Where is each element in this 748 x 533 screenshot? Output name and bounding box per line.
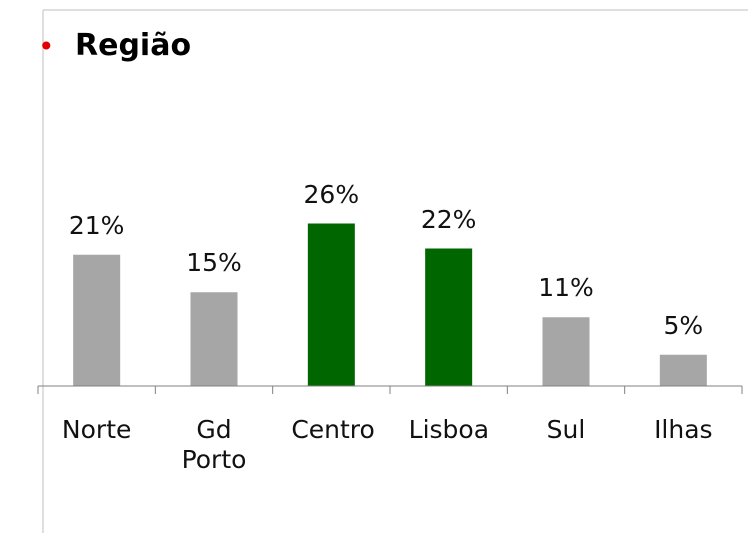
chart-title: Região [75, 28, 192, 63]
x-tick-label: Gd Porto [181, 415, 247, 474]
value-label: 11% [538, 273, 594, 303]
x-tick-label: Centro [291, 415, 375, 444]
bar [425, 248, 473, 386]
bar [542, 317, 590, 386]
value-label: 22% [420, 204, 477, 234]
bar [307, 223, 355, 386]
x-tick-label: Lisboa [408, 415, 490, 444]
x-tick-label: Ilhas [654, 415, 713, 444]
value-label: 5% [663, 310, 704, 340]
bar [190, 292, 238, 386]
bar [659, 354, 707, 386]
x-tick-label: Norte [61, 415, 132, 444]
bullet: • [38, 30, 55, 63]
value-label: 26% [303, 179, 360, 209]
x-tick-label: Sul [546, 415, 586, 444]
value-label: 15% [186, 248, 242, 278]
value-label: 21% [68, 210, 125, 240]
bar [73, 254, 121, 386]
